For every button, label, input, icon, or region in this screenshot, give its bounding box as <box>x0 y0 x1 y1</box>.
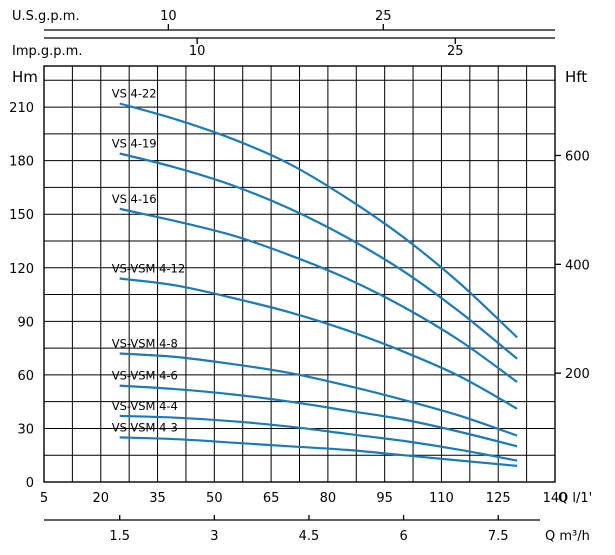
x-lmin-tick-label: 5 <box>40 491 48 506</box>
x-lmin-tick-label: 20 <box>93 491 110 506</box>
y-left-tick-label: 0 <box>26 476 34 491</box>
curve-label-vs-vsm-4-3: VS-VSM 4-3 <box>112 420 178 434</box>
curve-label-vs-4-16: VS 4-16 <box>112 192 157 206</box>
curve-label-vs-4-19: VS 4-19 <box>112 136 157 150</box>
x-m3h-tick-label: 6 <box>399 529 407 544</box>
x-lmin-tick-label: 35 <box>149 491 166 506</box>
x-lmin-tick-label: 140 <box>543 491 568 506</box>
y-right-tick-label: 200 <box>565 367 590 382</box>
curve-vs-vsm-4-4 <box>119 414 518 462</box>
curve-vs-vsm-4-12 <box>119 277 518 410</box>
x-lmin-tick-label: 125 <box>486 491 511 506</box>
impgpm-axis-label: Imp.g.p.m. <box>12 44 82 59</box>
curve-vs-4-19 <box>119 152 518 360</box>
plot-frame <box>43 65 556 483</box>
curve-vs-4-22 <box>119 102 518 339</box>
x-lmin-tick-label: 65 <box>263 491 280 506</box>
curve-label-vs-vsm-4-12: VS-VSM 4-12 <box>112 261 186 275</box>
y-left-tick-label: 120 <box>9 262 34 277</box>
curve-label-vs-vsm-4-4: VS-VSM 4-4 <box>112 399 178 413</box>
curve-label-vs-vsm-4-6: VS-VSM 4-6 <box>112 369 178 383</box>
x-lmin-tick-label: 95 <box>376 491 393 506</box>
y-right-tick-label: 600 <box>565 149 590 164</box>
x-m3h-axis-label: Q m³/h <box>545 529 590 544</box>
impgpm-tick-label: 10 <box>189 44 206 59</box>
curve-vs-vsm-4-3 <box>119 436 518 467</box>
x-m3h-tick-label: 1.5 <box>109 529 130 544</box>
y-left-tick-label: 30 <box>17 422 34 437</box>
usgpm-tick-label: 25 <box>375 9 392 24</box>
y-left-tick-label: 150 <box>9 208 34 223</box>
x-lmin-tick-label: 50 <box>206 491 223 506</box>
x-lmin-tick-label: 80 <box>320 491 337 506</box>
curve-label-vs-vsm-4-8: VS-VSM 4-8 <box>112 336 178 350</box>
y-left-tick-label: 60 <box>17 369 34 384</box>
curve-vs-vsm-4-6 <box>119 384 518 448</box>
usgpm-tick-label: 10 <box>160 9 177 24</box>
y-left-tick-label: 90 <box>17 315 34 330</box>
x-lmin-axis-label: Q l/1' <box>558 491 592 506</box>
x-lmin-tick-label: 110 <box>429 491 454 506</box>
curve-vs-vsm-4-8 <box>119 352 518 437</box>
y-right-tick-label: 400 <box>565 258 590 273</box>
y-left-tick-label: 180 <box>9 155 34 170</box>
y-left-axis-label: Hm <box>12 68 38 86</box>
x-m3h-tick-label: 4.5 <box>299 529 320 544</box>
y-right-axis-label: Hft <box>565 68 587 86</box>
curve-label-vs-4-22: VS 4-22 <box>112 86 157 100</box>
x-m3h-tick-label: 3 <box>210 529 218 544</box>
grid-layer <box>43 24 561 521</box>
curve-layer: VS 4-22 VS 4-19 VS 4-16 VS-VSM 4-12 VS-VSM 4… <box>112 86 518 467</box>
impgpm-tick-label: 25 <box>447 44 464 59</box>
usgpm-axis-label: U.S.g.p.m. <box>12 9 80 24</box>
x-m3h-tick-label: 7.5 <box>488 529 509 544</box>
curve-vs-4-16 <box>119 207 518 383</box>
text-layer: U.S.g.p.m. Imp.g.p.m. Hm Hft Q l/1' Q m³… <box>9 9 592 544</box>
y-left-tick-label: 210 <box>9 101 34 116</box>
